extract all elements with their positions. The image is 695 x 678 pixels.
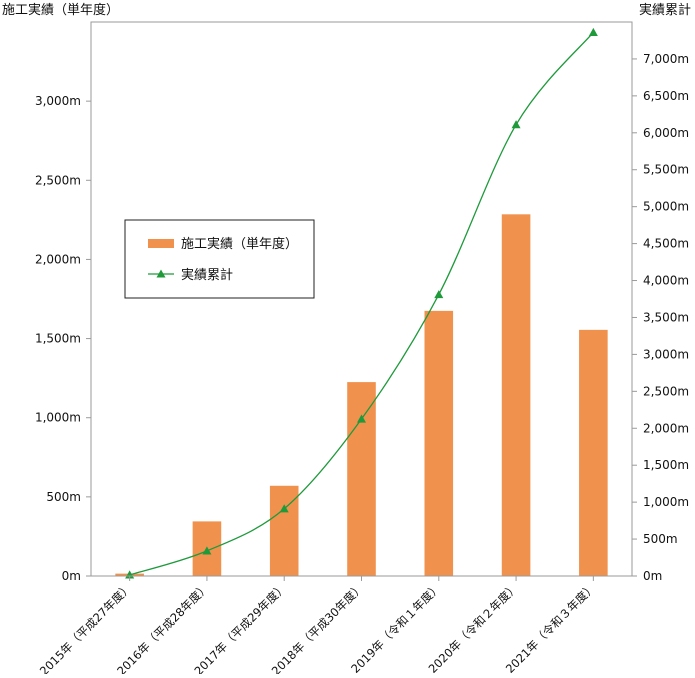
right-axis-ticks: 0m 500m 1,000m 1,500m 2,000m 2,500m 3,000m 3,50… — [632, 52, 689, 583]
right-tick-label: 0m — [643, 569, 662, 583]
left-tick-label: 2,500m — [35, 173, 81, 187]
right-tick-label: 1,000m — [643, 495, 689, 509]
x-tick-label: 2015年（平成27年度） — [37, 580, 135, 674]
legend-line-marker — [156, 269, 166, 278]
bar — [579, 329, 608, 576]
legend-box — [124, 219, 315, 299]
right-tick-label: 4,500m — [643, 237, 689, 251]
right-tick-label: 5,500m — [643, 163, 689, 177]
right-tick-label: 4,000m — [643, 274, 689, 288]
right-tick-label: 500m — [643, 532, 678, 546]
right-tick-label: 3,500m — [643, 310, 689, 324]
left-tick-label: 3,000m — [35, 94, 81, 108]
line-point-marker — [588, 27, 598, 36]
left-axis-ticks: 0m 500m 1,000m 1,500m 2,000m 2,500m 3,000m — [35, 94, 91, 583]
bar — [347, 382, 376, 576]
right-tick-label: 6,000m — [643, 126, 689, 140]
right-tick-label: 2,000m — [643, 421, 689, 435]
line-point-marker — [434, 290, 444, 299]
line-point-marker — [202, 546, 212, 555]
legend: 施工実績（単年度） 実績累計 — [124, 219, 315, 299]
right-axis-title: 実績累計 — [639, 2, 691, 18]
left-axis-title: 施工実績（単年度） — [2, 2, 119, 18]
left-tick-label: 2,000m — [35, 252, 81, 266]
x-tick-label: 2019年（令和１年度） — [348, 580, 444, 674]
bar — [501, 214, 531, 576]
right-tick-label: 2,500m — [643, 384, 689, 398]
x-axis-ticks: 2015年（平成27年度）2016年（平成28年度）2017年（平成29年度）2… — [37, 575, 632, 678]
left-tick-label: 500m — [46, 490, 81, 504]
left-tick-label: 0m — [62, 569, 81, 583]
legend-bar-swatch — [148, 239, 174, 248]
legend-line-label: 実績累計 — [181, 267, 233, 283]
x-tick-label: 2021年（令和３年度） — [503, 580, 599, 674]
right-tick-label: 7,000m — [643, 52, 689, 66]
line-point-marker — [279, 504, 289, 513]
line-series — [125, 27, 598, 579]
x-tick-label: 2020年（令和２年度） — [426, 580, 522, 674]
bar — [424, 310, 454, 576]
right-tick-label: 3,000m — [643, 347, 689, 361]
right-tick-label: 1,500m — [643, 458, 689, 472]
legend-bar-label: 施工実績（単年度） — [181, 236, 298, 252]
left-tick-label: 1,000m — [35, 411, 81, 425]
right-tick-label: 6,500m — [643, 89, 689, 103]
right-tick-label: 5,000m — [643, 200, 689, 214]
line-point-marker — [511, 120, 521, 129]
left-tick-label: 1,500m — [35, 332, 81, 346]
line-point-marker — [357, 414, 366, 423]
